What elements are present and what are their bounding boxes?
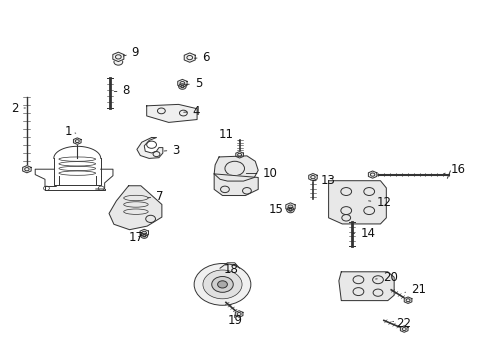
Polygon shape xyxy=(214,174,258,195)
Polygon shape xyxy=(109,186,162,230)
Text: 21: 21 xyxy=(404,283,425,296)
Polygon shape xyxy=(308,174,317,181)
Text: 2: 2 xyxy=(11,102,25,114)
Polygon shape xyxy=(177,79,187,87)
Text: 20: 20 xyxy=(375,271,397,284)
Text: 11: 11 xyxy=(218,129,239,141)
Polygon shape xyxy=(338,272,393,301)
Polygon shape xyxy=(285,203,295,211)
Text: 18: 18 xyxy=(223,263,238,276)
Circle shape xyxy=(178,84,186,89)
Text: 15: 15 xyxy=(268,203,291,216)
Text: 12: 12 xyxy=(368,196,390,209)
Polygon shape xyxy=(184,53,195,62)
Circle shape xyxy=(141,233,147,238)
Polygon shape xyxy=(137,138,163,158)
Text: 4: 4 xyxy=(183,105,200,118)
Text: 3: 3 xyxy=(164,144,180,157)
Text: 7: 7 xyxy=(148,190,163,203)
Circle shape xyxy=(217,281,227,288)
Text: 6: 6 xyxy=(194,51,210,64)
Text: 1: 1 xyxy=(64,125,76,138)
Polygon shape xyxy=(214,156,258,181)
Polygon shape xyxy=(367,171,376,178)
Text: 14: 14 xyxy=(353,227,374,240)
Text: 8: 8 xyxy=(114,84,130,97)
Polygon shape xyxy=(22,166,31,173)
Text: 13: 13 xyxy=(312,174,335,187)
Polygon shape xyxy=(73,138,81,144)
Circle shape xyxy=(194,264,250,305)
Text: 10: 10 xyxy=(246,167,277,180)
Circle shape xyxy=(114,59,122,65)
Polygon shape xyxy=(113,52,123,62)
Polygon shape xyxy=(400,326,407,332)
Polygon shape xyxy=(404,297,411,303)
Text: 19: 19 xyxy=(227,314,242,327)
Circle shape xyxy=(211,276,233,292)
Polygon shape xyxy=(140,229,148,237)
Polygon shape xyxy=(146,104,197,122)
Text: 5: 5 xyxy=(186,77,202,90)
Polygon shape xyxy=(235,311,243,317)
Text: 22: 22 xyxy=(392,317,410,330)
Circle shape xyxy=(286,207,294,213)
Text: 9: 9 xyxy=(123,46,139,59)
Circle shape xyxy=(203,270,242,299)
Polygon shape xyxy=(328,181,386,224)
Polygon shape xyxy=(235,152,243,158)
Text: 17: 17 xyxy=(128,231,143,244)
Text: 16: 16 xyxy=(443,163,465,176)
